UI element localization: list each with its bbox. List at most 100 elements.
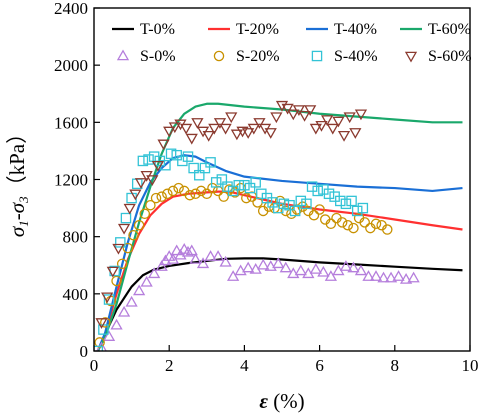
data-point: [125, 295, 138, 307]
data-point: [115, 237, 126, 248]
legend: T-0% T-20% T-40% T-60% S-0% S-20% S-40% S-60%: [112, 21, 472, 65]
data-point: [239, 179, 250, 191]
series-T-40%: [96, 154, 463, 351]
data-point: [101, 292, 114, 304]
x-axis: 0 2 4 6 8 10: [90, 345, 479, 375]
data-point: [399, 273, 413, 284]
data-point: [210, 177, 222, 188]
data-point: [100, 317, 111, 328]
data-point: [253, 118, 266, 129]
data-point: [242, 261, 255, 273]
x-axis-symbol: ε: [259, 389, 268, 413]
data-point: [384, 271, 398, 283]
data-point: [287, 267, 300, 279]
data-point: [362, 270, 375, 281]
data-point: [207, 182, 218, 194]
data-point: [370, 218, 382, 230]
legend-item: T-0%: [112, 21, 175, 38]
data-point: [335, 195, 346, 207]
data-point: [170, 244, 183, 256]
y-tick-label: 0: [80, 342, 89, 361]
legend-label: T-20%: [236, 21, 279, 38]
data-point: [120, 212, 132, 224]
y-tick-label: 800: [63, 228, 89, 247]
data-point: [156, 191, 167, 202]
data-point: [155, 260, 168, 271]
data-point: [348, 222, 359, 234]
legend-label: T-0%: [140, 21, 175, 38]
data-point: [377, 271, 390, 283]
y-tick-label: 2400: [54, 0, 88, 18]
data-point: [332, 116, 345, 128]
data-point: [163, 126, 176, 138]
x-axis-unit: (%): [268, 389, 305, 413]
x-tick-label: 8: [391, 356, 400, 375]
y-axis: 0 400 800 1200 1600 2000 2400: [54, 0, 100, 361]
data-point: [309, 263, 322, 274]
legend-swatch: [311, 50, 323, 62]
data-point: [174, 248, 187, 260]
series-S-60%: [95, 100, 368, 329]
data-point: [185, 244, 198, 256]
legend-item: T-60%: [400, 21, 471, 38]
data-point: [218, 191, 229, 202]
data-point: [308, 209, 320, 221]
data-point: [324, 270, 337, 281]
data-point: [343, 112, 356, 124]
data-point: [279, 261, 292, 273]
data-point: [323, 188, 335, 200]
data-point: [337, 130, 351, 142]
data-point: [205, 157, 216, 168]
data-point: [242, 128, 255, 139]
data-point: [244, 182, 256, 194]
data-point: [110, 318, 123, 330]
data-point: [191, 118, 204, 129]
data-point: [185, 133, 198, 145]
data-point: [357, 202, 369, 214]
legend-item: S-60%: [404, 48, 472, 65]
data-point: [140, 275, 153, 287]
y-axis-sigma1: σ: [5, 225, 29, 237]
data-point: [264, 128, 277, 139]
data-point: [184, 189, 196, 201]
data-point: [151, 160, 165, 172]
data-point: [227, 270, 240, 281]
y-axis-title: σ1-σ3（kPa）: [5, 123, 31, 237]
data-point: [189, 253, 202, 264]
data-point: [211, 250, 225, 261]
data-point: [213, 118, 227, 129]
data-point: [181, 245, 195, 257]
data-point: [321, 115, 334, 126]
legend-label: T-60%: [428, 21, 471, 38]
data-point: [270, 112, 283, 124]
legend-label: S-40%: [334, 48, 378, 65]
data-point: [196, 257, 210, 269]
data-point: [281, 103, 294, 115]
data-point: [347, 261, 360, 273]
data-point: [336, 217, 348, 228]
data-point: [194, 169, 205, 181]
legend-label: S-20%: [236, 48, 280, 65]
data-point: [148, 267, 161, 279]
legend-item: S-0%: [116, 48, 176, 65]
data-point: [295, 195, 307, 207]
data-point: [354, 109, 368, 121]
x-tick-label: 6: [315, 356, 324, 375]
data-point: [392, 270, 405, 281]
series-line: [96, 154, 463, 351]
legend-swatch: [116, 49, 130, 61]
y-axis-sub1: 1: [16, 220, 31, 227]
data-point: [230, 129, 243, 141]
y-tick-label: 1600: [54, 113, 88, 132]
data-point: [116, 258, 128, 270]
data-point: [137, 155, 149, 167]
data-point: [294, 264, 307, 276]
data-point: [216, 174, 228, 185]
data-point: [117, 223, 131, 235]
data-point: [233, 179, 245, 191]
data-point: [162, 188, 173, 200]
data-point: [219, 255, 232, 267]
y-axis-sub3: 3: [16, 196, 31, 204]
data-point: [241, 192, 252, 204]
data-point: [102, 330, 116, 341]
